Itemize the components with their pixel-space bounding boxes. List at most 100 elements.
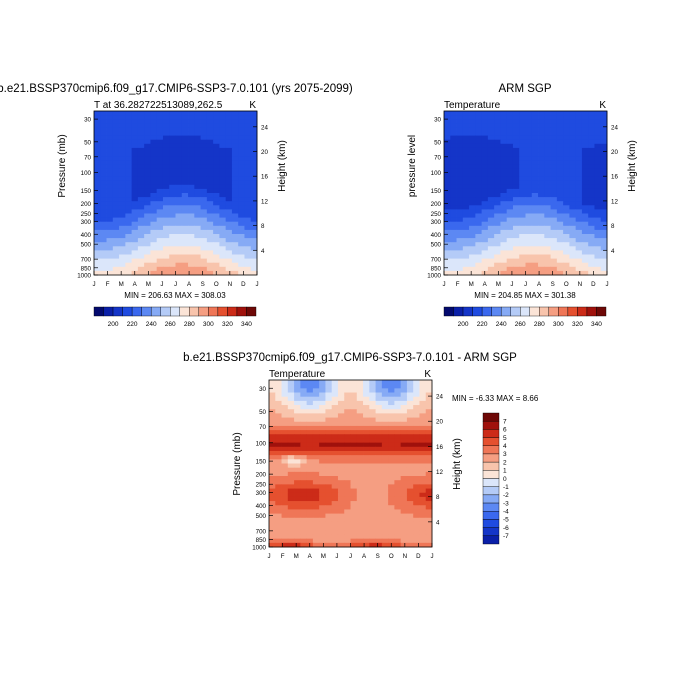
contour-cell (287, 471, 295, 477)
contour-cell (531, 213, 539, 218)
colorbar-swatch (122, 306, 133, 317)
contour-cell (519, 115, 526, 120)
contour-cell (125, 127, 133, 132)
contour-cell (500, 139, 508, 145)
contour-cell (150, 168, 158, 173)
contour-cell (300, 455, 308, 460)
contour-cell (569, 238, 577, 243)
contour-cell (444, 115, 451, 120)
contour-cell (388, 459, 395, 464)
contour-cell (487, 135, 495, 141)
contour-cell (175, 217, 183, 223)
contour-cell (556, 119, 564, 124)
contour-cell (269, 480, 276, 485)
contour-cell (469, 242, 476, 247)
contour-cell (175, 111, 183, 116)
contour-cell (388, 509, 395, 515)
contour-cell (469, 193, 476, 198)
contour-cell (469, 238, 476, 243)
contour-cell (325, 542, 333, 548)
contour-cell (594, 250, 602, 255)
contour-cell (469, 180, 476, 186)
contour-cell (213, 209, 220, 214)
contour-cell (512, 250, 520, 255)
contour-cell (556, 213, 564, 218)
contour-cell (100, 225, 107, 231)
contour-cell (244, 250, 252, 255)
contour-cell (156, 119, 164, 124)
contour-cell (112, 238, 120, 243)
contour-cell (575, 250, 583, 255)
contour-cell (381, 517, 389, 523)
contour-cell (188, 139, 195, 145)
contour-cell (381, 384, 389, 389)
contour-cell (550, 221, 558, 227)
contour-cell (144, 258, 151, 264)
contour-cell (519, 254, 526, 259)
contour-cell (137, 266, 145, 272)
contour-cell (500, 147, 508, 153)
contour-cell (213, 152, 220, 157)
colorbar-swatch (548, 306, 559, 317)
contour-cell (563, 213, 570, 218)
contour-cell (594, 254, 602, 259)
colorbar-swatch (577, 306, 588, 317)
contour-cell (194, 168, 201, 173)
contour-cell (213, 266, 220, 272)
contour-cell (462, 209, 470, 214)
contour-cell (350, 521, 358, 527)
contour-cell (381, 442, 389, 448)
contour-cell (225, 201, 233, 206)
contour-cell (588, 147, 595, 153)
contour-cell (406, 484, 414, 489)
contour-cell (494, 127, 501, 132)
contour-cell (594, 258, 602, 264)
contour-cell (331, 484, 339, 489)
pressure-tick-label: 50 (84, 139, 91, 146)
contour-cell (363, 526, 370, 531)
contour-cell (244, 205, 252, 210)
contour-cell (475, 156, 483, 161)
contour-cell (281, 505, 289, 510)
contour-cell (106, 168, 114, 173)
contour-cell (181, 184, 189, 190)
contour-cell (231, 135, 239, 141)
contour-cell (375, 521, 383, 527)
contour-cell (144, 225, 151, 231)
contour-cell (462, 143, 470, 149)
contour-cell (450, 238, 457, 243)
contour-cell (500, 172, 508, 177)
contour-cell (244, 270, 252, 276)
contour-cell (425, 492, 433, 498)
contour-cell (444, 234, 451, 239)
contour-cell (306, 459, 314, 464)
pressure-tick-label: 200 (256, 472, 267, 479)
contour-cell (375, 446, 383, 452)
contour-cell (169, 152, 176, 157)
contour-cell (419, 421, 427, 427)
contour-cell (506, 184, 514, 190)
contour-cell (419, 409, 427, 414)
contour-cell (356, 521, 364, 527)
contour-cell (369, 417, 376, 423)
contour-cell (112, 262, 120, 268)
contour-cell (194, 176, 201, 182)
contour-cell (144, 152, 151, 157)
contour-cell (600, 188, 608, 194)
colorbar-swatch (482, 461, 500, 471)
contour-cell (175, 262, 183, 268)
contour-cell (394, 513, 402, 519)
contour-cell (100, 184, 107, 190)
contour-cell (213, 172, 220, 177)
contour-cell (350, 425, 358, 431)
contour-cell (487, 143, 495, 149)
contour-cell (194, 184, 201, 190)
contour-cell (319, 538, 326, 544)
contour-cell (238, 262, 245, 268)
contour-cell (188, 205, 195, 210)
contour-cell (494, 143, 501, 149)
contour-cell (306, 400, 314, 406)
contour-cell (100, 152, 107, 157)
contour-cell (500, 221, 508, 227)
contour-cell (213, 164, 220, 169)
